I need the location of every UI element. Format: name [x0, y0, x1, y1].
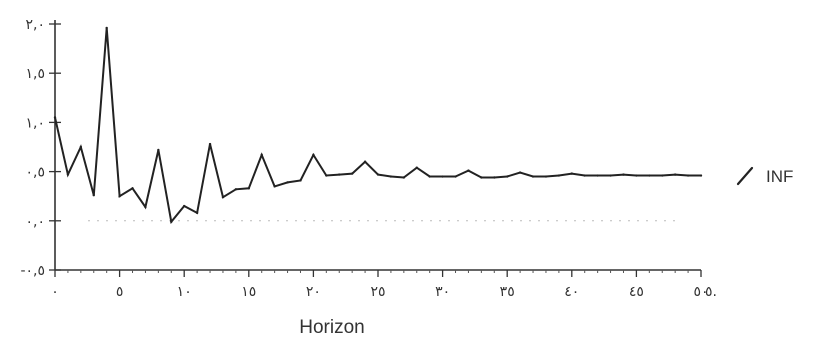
x-tick-label: ٢٠: [306, 284, 321, 300]
legend-label-inf: INF: [766, 167, 793, 186]
data-point: [557, 174, 561, 177]
data-point: [53, 116, 57, 119]
data-point: [118, 195, 121, 198]
data-point: [622, 173, 625, 176]
x-ticks: ٠ ٥ ١٠ ١٥ ٢٠ ٢٥ ٣٠ ٣٥ ٤٠ ٤٥ ٥٠٥.: [51, 270, 717, 300]
y-tick-label: ٠,٥: [26, 165, 46, 181]
data-point: [312, 153, 315, 157]
data-point: [350, 172, 354, 175]
data-point: [661, 174, 664, 177]
x-tick-label: ٤٥: [629, 284, 644, 300]
data-point: [234, 188, 238, 191]
y-tick-label: ٠,٠: [26, 214, 46, 230]
x-tick-label: ١٠: [177, 284, 192, 300]
data-point: [415, 166, 418, 169]
data-point: [299, 179, 302, 182]
x-axis-title: Horizon: [299, 317, 364, 338]
data-point: [338, 173, 341, 176]
data-point: [596, 174, 599, 177]
y-ticks: ٢,٠ ١,٥ ١,٠ ٠,٥ ٠,٠ -٠,٥: [20, 17, 61, 279]
y-tick-label: ١,٥: [26, 66, 46, 82]
series-layer: [53, 26, 703, 225]
data-point: [170, 220, 173, 223]
x-tick-label: ٢٥: [370, 284, 385, 300]
y-tick-label: -٠,٥: [20, 263, 45, 279]
data-point: [183, 204, 186, 208]
data-point: [105, 26, 108, 30]
series-line-inf: [54, 27, 701, 225]
data-point: [157, 148, 160, 152]
x-tick-label: ١٥: [241, 284, 256, 300]
data-point: [428, 175, 431, 178]
data-point: [66, 173, 70, 176]
legend-swatch-inf: [736, 166, 754, 186]
data-point: [583, 174, 586, 177]
data-point: [208, 142, 212, 146]
data-point: [467, 169, 470, 172]
x-tick-label: ٠: [51, 284, 59, 300]
data-point: [363, 160, 367, 163]
axes: [54, 20, 701, 271]
data-point: [493, 176, 496, 179]
data-point: [635, 174, 638, 177]
y-tick-label: ٢,٠: [26, 17, 46, 33]
legend: INF: [736, 166, 793, 186]
data-point: [402, 176, 406, 179]
data-point: [480, 176, 483, 179]
data-point: [699, 174, 703, 177]
x-tick-label: ٥٠: [693, 284, 708, 300]
data-point: [286, 181, 289, 184]
data-point: [325, 174, 328, 177]
data-point: [686, 174, 690, 177]
data-point: [454, 175, 457, 178]
data-point: [273, 185, 276, 188]
data-point: [673, 173, 677, 176]
data-point: [376, 173, 380, 176]
data-point: [609, 174, 612, 177]
data-point: [195, 211, 199, 215]
data-point: [221, 195, 225, 199]
x-tick-label: ٤٠: [564, 284, 579, 300]
x-tick-label-extra: ٥.: [705, 284, 717, 300]
data-point: [531, 175, 535, 178]
data-point: [92, 194, 95, 197]
data-point: [389, 175, 393, 178]
y-tick-label: ١,٠: [26, 115, 46, 131]
x-tick-label: ٣٥: [500, 284, 515, 300]
data-point: [131, 187, 134, 190]
x-tick-label: ٥: [116, 284, 124, 300]
data-point: [518, 171, 522, 174]
data-point: [260, 153, 263, 157]
x-tick-label: ٣٠: [435, 284, 450, 300]
data-point: [144, 205, 147, 209]
data-point: [506, 175, 509, 178]
data-point: [570, 172, 573, 175]
data-point: [441, 175, 444, 178]
data-point: [247, 187, 250, 190]
data-point: [544, 175, 548, 178]
data-point: [648, 174, 651, 177]
data-point: [79, 145, 83, 149]
